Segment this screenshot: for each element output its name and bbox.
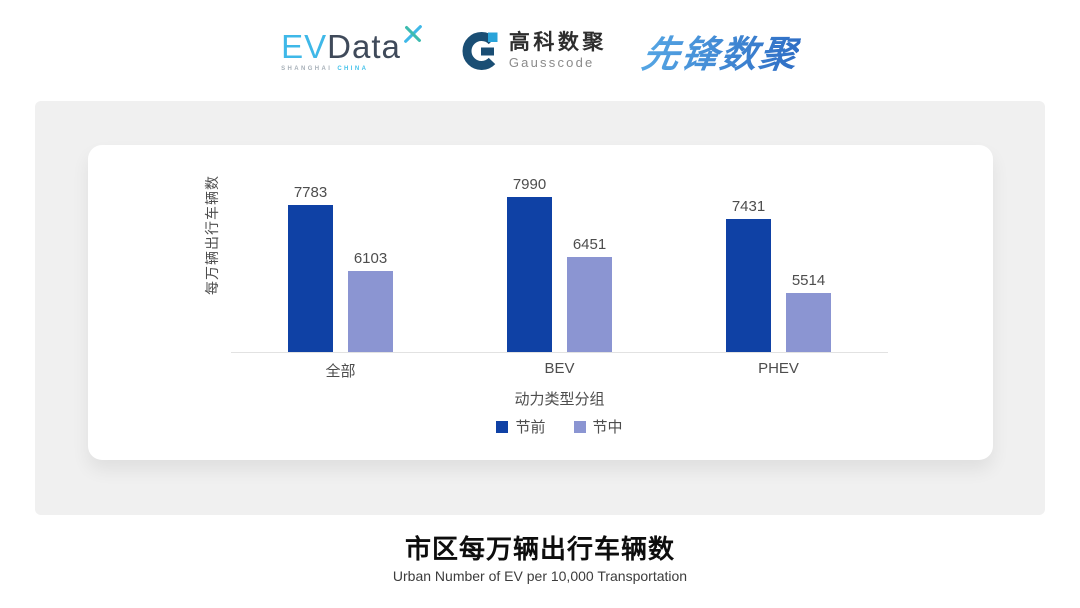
category-label: BEV [544,360,575,377]
bar-group: 7990 6451 [507,176,612,352]
header: EV Data SHANGHAI CHINA 高科数聚 Gausscode 先锋数… [0,0,1080,101]
bar-value-label: 6103 [353,250,388,267]
chart-card: 每万辆出行车辆数 动力类型分组 节前 节中 7783 6103 全部 7990 6451… [88,145,993,460]
legend-swatch-pre-holiday [496,420,509,433]
bar-wrap: 6103 [348,250,393,352]
gausscode-cn-text: 高科数聚 [508,30,607,54]
chart-title: 市区每万辆出行车辆数 [404,534,675,564]
footer: 市区每万辆出行车辆数 Urban Number of EV per 10,000… [0,515,1080,584]
evdata-china-label: CHINA [337,65,369,72]
evdata-ev-text: EV [281,27,328,65]
evdata-data-text: Data [327,27,401,65]
x-axis-title: 动力类型分组 [514,391,605,408]
bar [726,219,771,352]
legend-label-mid-holiday: 节中 [592,419,623,436]
bar-value-label: 7431 [731,198,766,215]
bar-wrap: 7783 [288,184,333,352]
legend-item-mid-holiday[interactable]: 节中 [573,416,623,437]
plot-area: 每万辆出行车辆数 动力类型分组 节前 节中 7783 6103 全部 7990 6451… [88,145,993,460]
pioneer-wordmark-text: 先锋数聚 [639,33,802,75]
y-axis-label: 每万辆出行车辆数 [204,175,220,295]
legend-label-pre-holiday: 节前 [515,419,546,436]
category-label: PHEV [758,360,799,377]
bar [348,271,393,352]
bar [507,197,552,352]
pioneer-logo: 先锋数聚 [639,24,804,78]
gausscode-g-icon [462,31,498,70]
legend-swatch-mid-holiday [573,420,586,433]
evdata-star-icon [403,24,422,43]
evdata-shanghai-label: SHANGHAI [281,65,333,72]
chart-panel: 每万辆出行车辆数 动力类型分组 节前 节中 7783 6103 全部 7990 6451… [35,101,1045,515]
bar-group: 7431 5514 [726,198,831,352]
bar-wrap: 5514 [786,272,831,352]
bar-wrap: 7990 [507,176,552,352]
bar-value-label: 5514 [791,272,826,289]
gausscode-en-text: Gausscode [508,54,595,70]
bar [288,205,333,352]
gausscode-logo: 高科数聚 Gausscode [460,31,607,71]
bar-value-label: 7990 [512,176,547,193]
legend-item-pre-holiday[interactable]: 节前 [496,416,546,437]
bar [567,257,612,352]
category-label: 全部 [325,363,356,380]
bar-wrap: 7431 [726,198,771,352]
chart-subtitle: Urban Number of EV per 10,000 Transporta… [392,568,688,584]
evdata-tagline: SHANGHAI CHINA [281,66,368,72]
evdata-logo: EV Data SHANGHAI CHINA [281,24,424,72]
bar-value-label: 6451 [572,236,607,253]
bar-value-label: 7783 [293,184,328,201]
legend: 节前 节中 [231,416,888,437]
gausscode-wordmark: 高科数聚 Gausscode [508,30,607,70]
bar-group: 7783 6103 [288,184,393,352]
bar [786,293,831,352]
x-axis-line [231,352,888,353]
bar-wrap: 6451 [567,236,612,352]
evdata-wordmark: EV Data [281,24,424,65]
